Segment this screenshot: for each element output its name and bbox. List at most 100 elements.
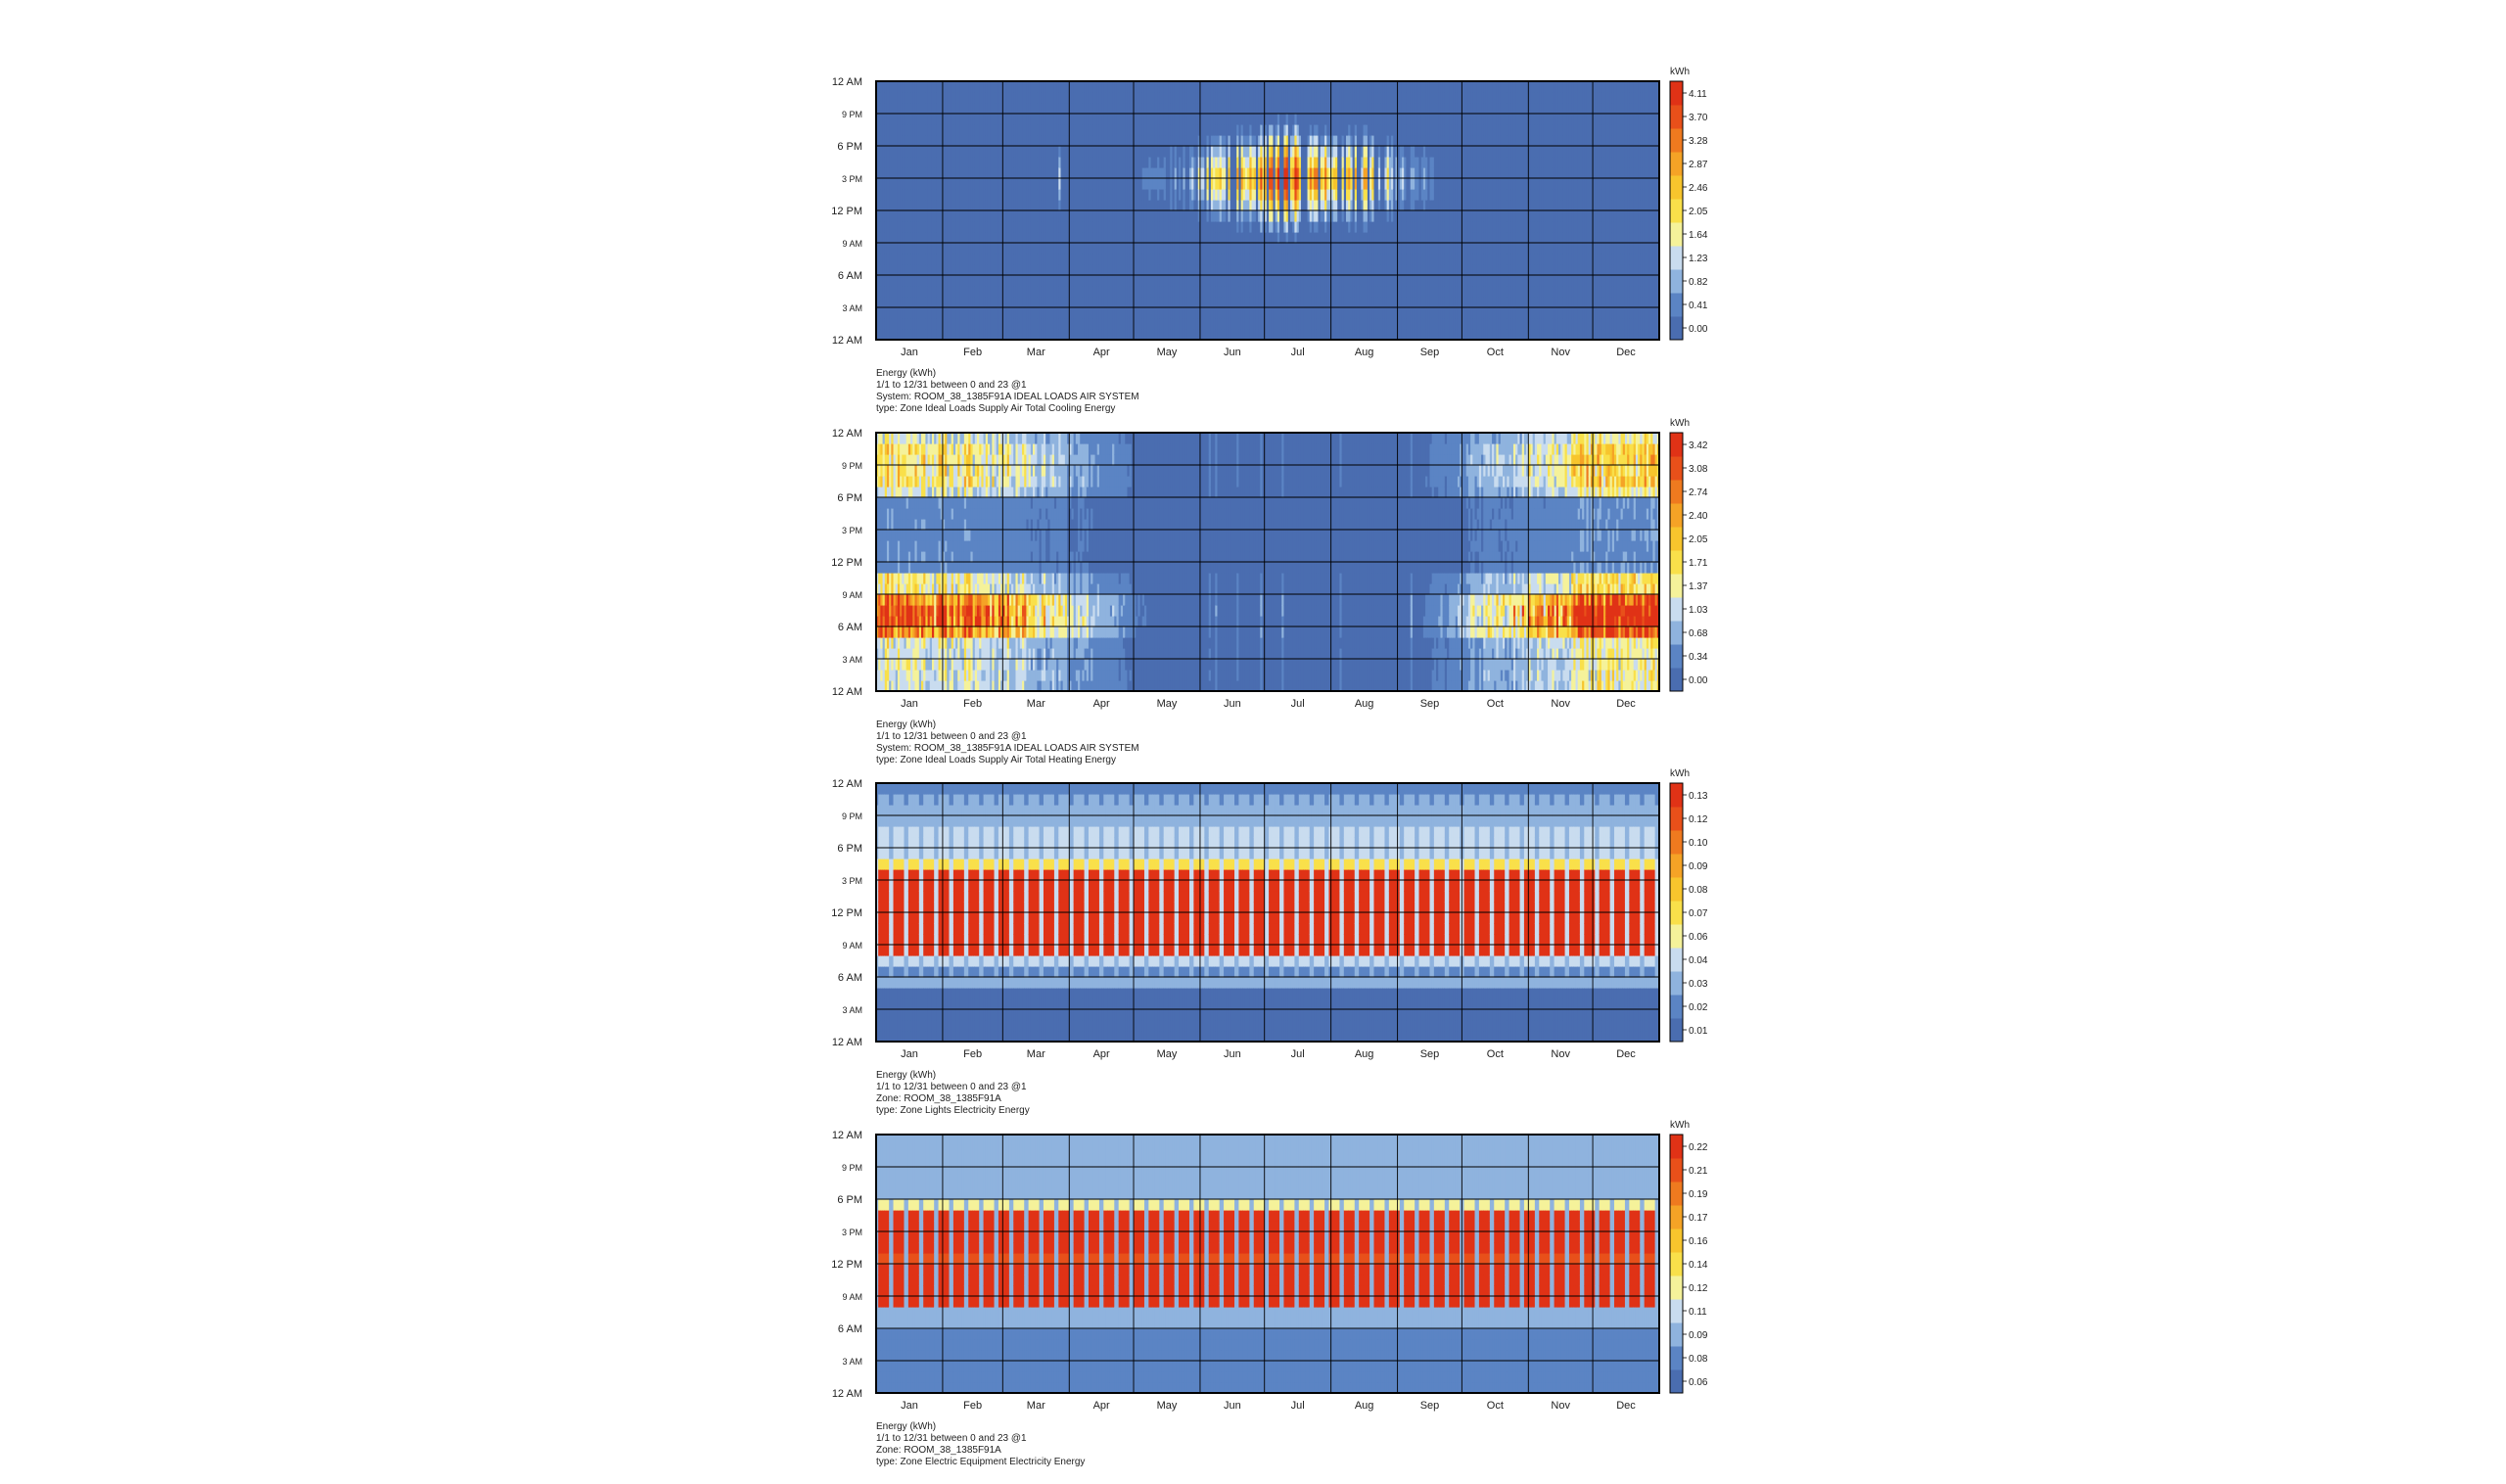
- heatmap-cell: [1000, 329, 1003, 341]
- heatmap-cell: [907, 200, 911, 211]
- heatmap-cell: [966, 124, 969, 136]
- heatmap-cell: [985, 307, 989, 319]
- heatmap-cell: [910, 167, 913, 179]
- heatmap-cell: [1024, 157, 1028, 168]
- heatmap-cell: [929, 210, 933, 222]
- heatmap-cell: [893, 92, 897, 104]
- heatmap-cell: [889, 135, 892, 147]
- heatmap-cell: [968, 221, 972, 233]
- heatmap-cell: [893, 210, 897, 222]
- heatmap-cell: [1058, 124, 1062, 136]
- heatmap-cell: [1011, 114, 1014, 125]
- heatmap-cell: [985, 189, 989, 201]
- heatmap-cell: [1026, 124, 1030, 136]
- heatmap-cell: [942, 286, 946, 298]
- heatmap-cell: [1053, 200, 1057, 211]
- heatmap-cell: [979, 167, 982, 179]
- heatmap-cell: [1053, 135, 1057, 147]
- heatmap-cell: [979, 318, 982, 330]
- heatmap-cell: [921, 286, 924, 298]
- heatmap-cell: [929, 286, 933, 298]
- heatmap-cell: [938, 92, 942, 104]
- heatmap-cell: [1002, 307, 1006, 319]
- heatmap-cell: [895, 178, 899, 190]
- heatmap-cell: [893, 329, 897, 341]
- heatmap-cell: [900, 318, 903, 330]
- heatmap-cell: [970, 135, 974, 147]
- heatmap-cell: [1028, 157, 1032, 168]
- heatmap-cell: [938, 329, 942, 341]
- heatmap-cell: [1037, 329, 1041, 341]
- heatmap-cell: [907, 135, 911, 147]
- heatmap-cell: [1060, 178, 1064, 190]
- heatmap-cell: [876, 124, 879, 136]
- heatmap-cell: [1024, 221, 1028, 233]
- heatmap-cell: [1062, 275, 1066, 287]
- heatmap-cell: [927, 329, 931, 341]
- heatmap-cell: [1039, 81, 1043, 93]
- heatmap-cell: [957, 232, 961, 244]
- heatmap-cell: [916, 307, 920, 319]
- heatmap-cell: [905, 264, 909, 276]
- heatmap-cell: [910, 329, 913, 341]
- heatmap-cell: [957, 307, 961, 319]
- heatmap-cell: [927, 221, 931, 233]
- heatmap-cell: [884, 135, 888, 147]
- heatmap-cell: [1051, 81, 1055, 93]
- heatmap-cell: [934, 297, 937, 308]
- heatmap-cell: [878, 178, 881, 190]
- heatmap-cell: [921, 264, 924, 276]
- heatmap-cell: [895, 254, 899, 265]
- heatmap-cell: [880, 92, 884, 104]
- heatmap-cell: [1030, 254, 1034, 265]
- heatmap-cell: [1000, 92, 1003, 104]
- heatmap-cell: [1033, 189, 1036, 201]
- heatmap-cell: [1047, 178, 1051, 190]
- heatmap-cell: [878, 135, 881, 147]
- heatmap-cell: [936, 275, 940, 287]
- heatmap-cell: [955, 297, 958, 308]
- heatmap-cell: [902, 157, 905, 168]
- heatmap-cell: [1013, 157, 1017, 168]
- heatmap-cell: [992, 124, 996, 136]
- heatmap-cell: [940, 178, 944, 190]
- heatmap-cell: [882, 232, 886, 244]
- heatmap-cell: [1026, 243, 1030, 255]
- heatmap-cell: [918, 157, 922, 168]
- heatmap-cell: [990, 135, 993, 147]
- heatmap-cell: [914, 124, 918, 136]
- heatmap-cell: [1051, 135, 1055, 147]
- heatmap-cell: [1000, 124, 1003, 136]
- heatmap-cell: [974, 210, 978, 222]
- heatmap-cell: [951, 92, 954, 104]
- heatmap-cell: [1028, 92, 1032, 104]
- heatmap-cell: [918, 92, 922, 104]
- heatmap-cell: [1011, 318, 1014, 330]
- heatmap-cell: [1037, 124, 1041, 136]
- heatmap-cell: [983, 243, 987, 255]
- heatmap-cell: [895, 210, 899, 222]
- heatmap-cell: [876, 146, 879, 158]
- heatmap-cell: [931, 329, 935, 341]
- heatmap-cell: [970, 318, 974, 330]
- heatmap-cell: [1019, 189, 1023, 201]
- heatmap-cell: [996, 92, 999, 104]
- heatmap-cell: [891, 114, 895, 125]
- heatmap-cell: [981, 146, 985, 158]
- heatmap-cell: [934, 264, 937, 276]
- heatmap-cell: [918, 307, 922, 319]
- heatmap-cell: [902, 264, 905, 276]
- heatmap-cell: [910, 254, 913, 265]
- heatmap-cell: [974, 297, 978, 308]
- heatmap-cell: [1011, 254, 1014, 265]
- heatmap-cell: [880, 232, 884, 244]
- heatmap-cell: [968, 135, 972, 147]
- heatmap-cell: [961, 114, 965, 125]
- heatmap-cell: [1004, 221, 1008, 233]
- heatmap-cell: [981, 81, 985, 93]
- heatmap-cell: [955, 232, 958, 244]
- heatmap-cell: [929, 157, 933, 168]
- heatmap-cell: [998, 178, 1001, 190]
- heatmap-cell: [1006, 167, 1010, 179]
- heatmap-cell: [985, 92, 989, 104]
